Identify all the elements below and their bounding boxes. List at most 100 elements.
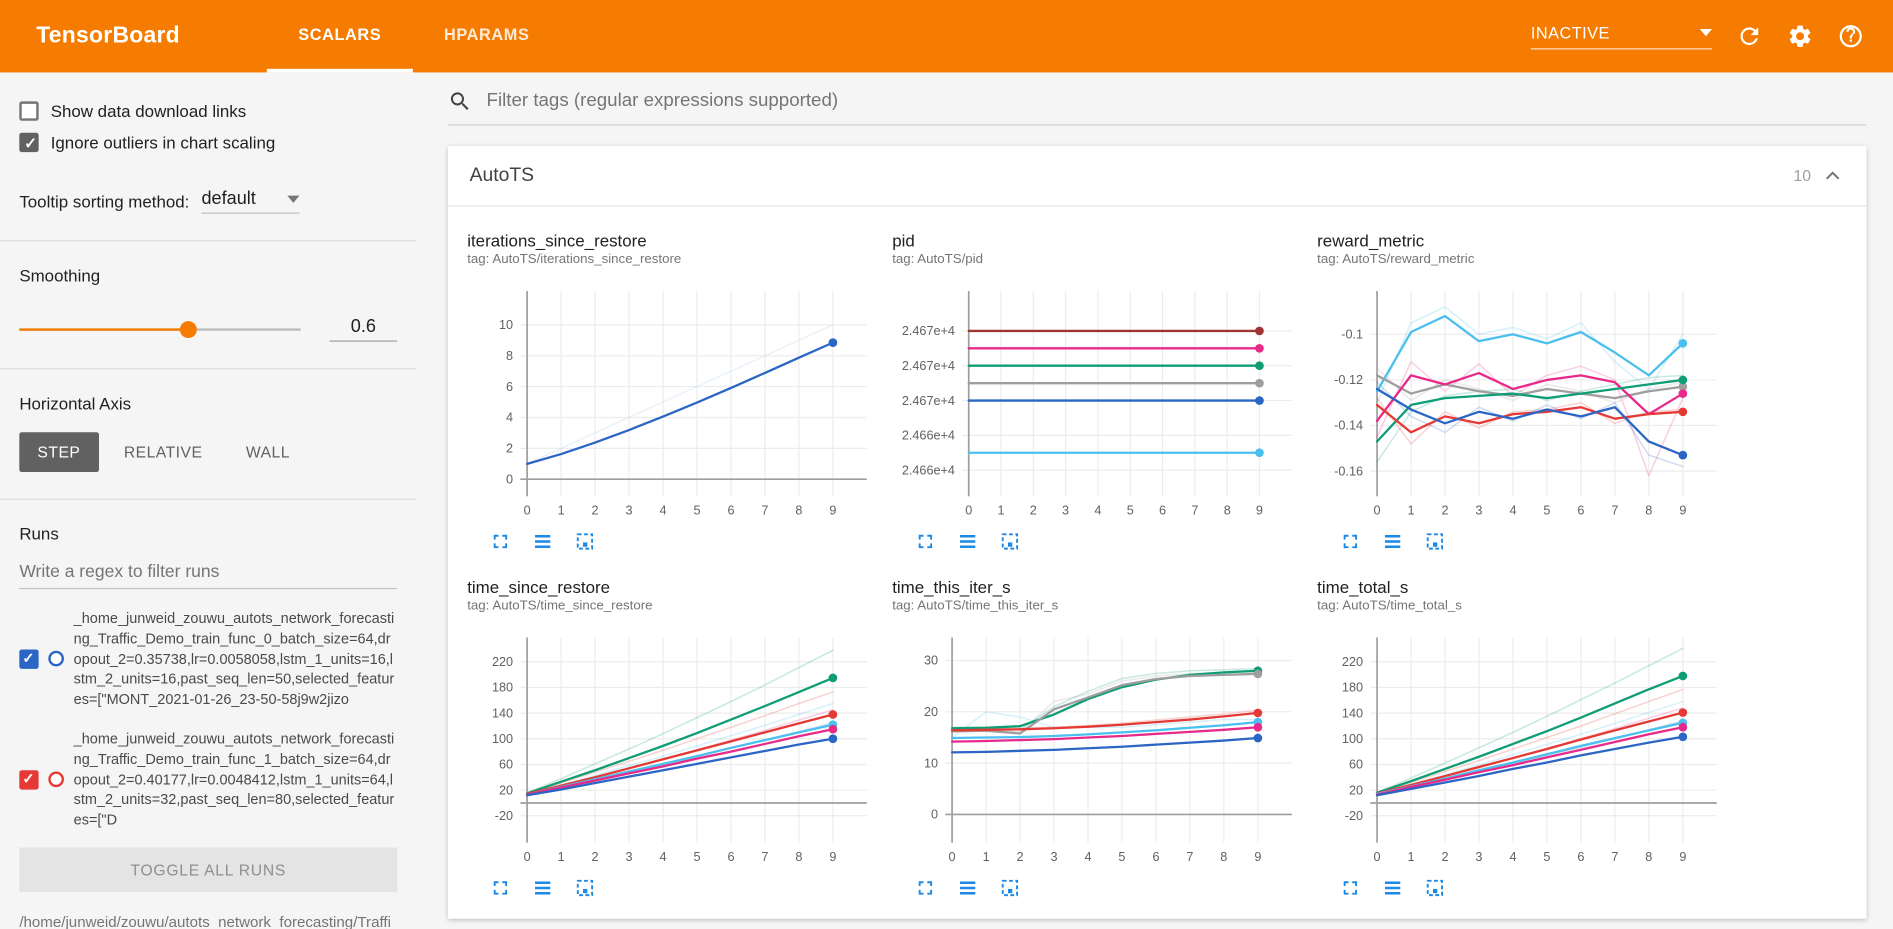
header-actions: INACTIVE bbox=[1530, 0, 1865, 72]
expand-chart-button[interactable] bbox=[912, 528, 940, 556]
toggle-all-runs-button[interactable]: TOGGLE ALL RUNS bbox=[19, 847, 398, 893]
chart-plot[interactable]: -0.1 -0.12 -0.14 -0.16 0 1 2 3 4 5 6 7 8 9 bbox=[1317, 281, 1727, 522]
svg-text:7: 7 bbox=[1611, 503, 1618, 517]
svg-text:0: 0 bbox=[1374, 850, 1381, 864]
chart-title: pid bbox=[892, 230, 915, 250]
svg-text:5: 5 bbox=[1543, 850, 1550, 864]
svg-text:8: 8 bbox=[1645, 503, 1652, 517]
toggle-y-axis-button[interactable] bbox=[954, 874, 982, 902]
svg-text:6: 6 bbox=[506, 380, 513, 394]
svg-text:220: 220 bbox=[492, 655, 513, 669]
section-header[interactable]: AutoTS 10 bbox=[447, 146, 1867, 207]
chart-card: pid tag: AutoTS/pid 2.467e+4 2.467e+4 2.46… bbox=[892, 231, 1317, 556]
checkbox-icon[interactable] bbox=[19, 132, 39, 153]
svg-text:0: 0 bbox=[506, 472, 513, 486]
svg-text:20: 20 bbox=[1349, 783, 1363, 797]
svg-text:2: 2 bbox=[1030, 503, 1037, 517]
svg-text:4: 4 bbox=[506, 411, 513, 425]
checkbox-label: Ignore outliers in chart scaling bbox=[50, 132, 276, 153]
tag-filter-input[interactable] bbox=[484, 89, 1867, 114]
chevron-up-icon[interactable] bbox=[1821, 164, 1845, 188]
show-download-links-row[interactable]: Show data download links bbox=[19, 101, 397, 121]
run-label: _home_junweid_zouwu_autots_network_forec… bbox=[73, 730, 395, 829]
chart-actions bbox=[467, 528, 892, 556]
fit-domain-button[interactable] bbox=[1421, 528, 1449, 556]
toggle-y-axis-button[interactable] bbox=[954, 528, 982, 556]
chart-card: time_this_iter_s tag: AutoTS/time_this_i… bbox=[892, 577, 1317, 902]
runs-directory-path: /home/junweid/zouwu/autots_network_forec… bbox=[19, 913, 391, 929]
tab-hparams[interactable]: HPARAMS bbox=[444, 25, 530, 44]
app-title: TensorBoard bbox=[36, 22, 180, 49]
smoothing-slider-thumb[interactable] bbox=[179, 320, 197, 338]
fit-domain-button[interactable] bbox=[996, 874, 1024, 902]
status-dropdown[interactable]: INACTIVE bbox=[1530, 23, 1712, 49]
fit-domain-button[interactable] bbox=[1421, 874, 1449, 902]
tab-scalars[interactable]: SCALARS bbox=[266, 0, 413, 73]
run-item[interactable]: _home_junweid_zouwu_autots_network_forec… bbox=[19, 729, 397, 830]
svg-text:2: 2 bbox=[506, 442, 513, 456]
chart-actions bbox=[892, 874, 1317, 902]
run-label: _home_junweid_zouwu_autots_network_forec… bbox=[73, 609, 395, 708]
chart-plot[interactable]: 30 20 10 0 0 1 2 3 4 5 6 7 8 9 bbox=[892, 628, 1302, 869]
expand-chart-button[interactable] bbox=[912, 874, 940, 902]
smoothing-value-input[interactable]: 0.6 bbox=[329, 316, 398, 342]
runs-filter-input[interactable] bbox=[19, 555, 398, 590]
svg-text:0: 0 bbox=[949, 850, 956, 864]
toggle-y-axis-button[interactable] bbox=[1379, 528, 1407, 556]
chart-plot[interactable]: 2.467e+4 2.467e+4 2.467e+4 2.466e+4 2.466e+4… bbox=[892, 281, 1302, 522]
svg-text:-0.12: -0.12 bbox=[1334, 373, 1363, 387]
fit-domain-button[interactable] bbox=[571, 874, 599, 902]
chart-tag: tag: AutoTS/time_since_restore bbox=[467, 598, 653, 614]
svg-text:4: 4 bbox=[660, 503, 667, 517]
axis-button-wall[interactable]: WALL bbox=[228, 432, 308, 472]
svg-text:4: 4 bbox=[1509, 850, 1516, 864]
expand-chart-button[interactable] bbox=[487, 528, 515, 556]
ignore-outliers-row[interactable]: Ignore outliers in chart scaling bbox=[19, 132, 397, 153]
axis-button-relative[interactable]: RELATIVE bbox=[106, 432, 221, 472]
toggle-y-axis-button[interactable] bbox=[529, 528, 557, 556]
fit-domain-button[interactable] bbox=[996, 528, 1024, 556]
status-dropdown-value: INACTIVE bbox=[1530, 23, 1610, 42]
refresh-icon[interactable] bbox=[1736, 23, 1763, 50]
chart-actions bbox=[467, 874, 892, 902]
toggle-y-axis-button[interactable] bbox=[1379, 874, 1407, 902]
chart-plot[interactable]: 220 180 140 100 60 20 -20 0 1 2 3 4 5 6 7 8 9 bbox=[467, 628, 877, 869]
help-icon[interactable] bbox=[1838, 23, 1865, 50]
toggle-y-axis-button[interactable] bbox=[529, 874, 557, 902]
svg-text:8: 8 bbox=[506, 349, 513, 363]
run-checkbox[interactable] bbox=[19, 770, 39, 790]
svg-text:20: 20 bbox=[499, 783, 513, 797]
expand-chart-button[interactable] bbox=[1336, 874, 1364, 902]
svg-text:6: 6 bbox=[727, 503, 734, 517]
smoothing-label: Smoothing bbox=[19, 265, 101, 285]
svg-text:4: 4 bbox=[1094, 503, 1101, 517]
tooltip-sorting-select[interactable]: default bbox=[201, 188, 300, 214]
run-solo-radio[interactable] bbox=[48, 651, 64, 668]
svg-text:10: 10 bbox=[924, 756, 938, 770]
divider bbox=[0, 368, 417, 370]
svg-text:5: 5 bbox=[693, 503, 700, 517]
expand-chart-button[interactable] bbox=[1336, 528, 1364, 556]
axis-button-step[interactable]: STEP bbox=[19, 432, 99, 473]
svg-text:1: 1 bbox=[1408, 850, 1415, 864]
svg-text:-20: -20 bbox=[495, 809, 513, 823]
svg-text:-0.16: -0.16 bbox=[1334, 464, 1363, 478]
chart-tag: tag: AutoTS/pid bbox=[892, 252, 984, 267]
run-checkbox[interactable] bbox=[19, 649, 39, 669]
chevron-down-icon bbox=[287, 194, 300, 203]
settings-gear-icon[interactable] bbox=[1787, 23, 1814, 50]
svg-text:6: 6 bbox=[1577, 850, 1584, 864]
svg-text:60: 60 bbox=[499, 758, 513, 772]
chart-plot[interactable]: 220 180 140 100 60 20 -20 0 1 2 3 4 5 6 7 8 9 bbox=[1317, 628, 1727, 869]
checkbox-icon[interactable] bbox=[19, 101, 39, 121]
run-solo-radio[interactable] bbox=[48, 772, 64, 788]
svg-text:60: 60 bbox=[1349, 758, 1363, 772]
svg-text:7: 7 bbox=[1611, 850, 1618, 864]
fit-domain-icon bbox=[1426, 879, 1444, 897]
run-item[interactable]: _home_junweid_zouwu_autots_network_forec… bbox=[19, 608, 397, 709]
chart-plot[interactable]: 10 8 6 4 2 0 0 1 2 3 4 5 6 7 8 9 bbox=[467, 281, 877, 522]
fit-domain-button[interactable] bbox=[571, 528, 599, 556]
expand-chart-button[interactable] bbox=[487, 874, 515, 902]
smoothing-slider[interactable] bbox=[19, 320, 301, 338]
svg-text:6: 6 bbox=[1152, 850, 1159, 864]
